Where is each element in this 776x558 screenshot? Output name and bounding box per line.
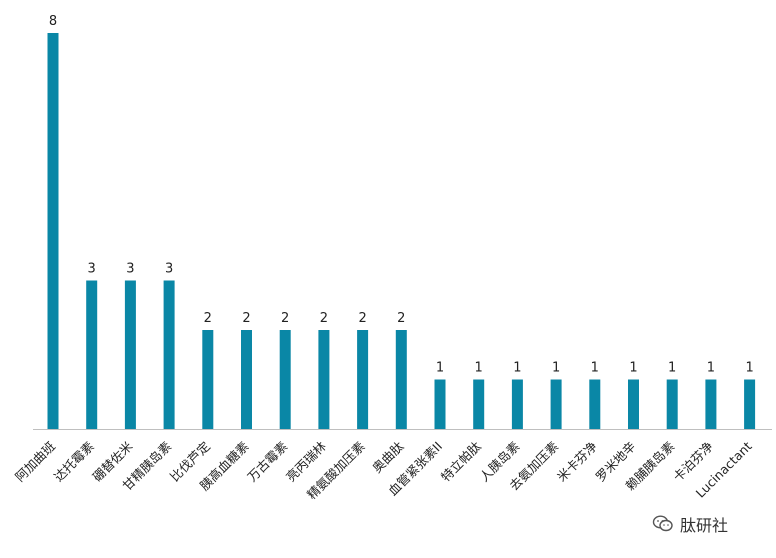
bar-value-label: 2 — [281, 311, 289, 326]
bar — [47, 33, 59, 429]
bar — [279, 330, 291, 429]
bar-value-label: 2 — [358, 311, 366, 326]
bar — [202, 330, 214, 429]
bar — [550, 379, 562, 429]
bar-value-label: 2 — [204, 311, 212, 326]
bar-value-label: 2 — [320, 311, 328, 326]
bar-value-label: 2 — [242, 311, 250, 326]
bar-value-label: 1 — [552, 361, 560, 376]
bar — [473, 379, 485, 429]
bar-value-label: 3 — [126, 262, 134, 277]
bar-value-label: 3 — [88, 262, 96, 277]
category-label: 特立帕肽 — [438, 438, 484, 484]
bar-value-label: 3 — [165, 262, 173, 277]
bar — [124, 280, 136, 429]
bar-value-label: 2 — [397, 311, 405, 326]
bar-value-label: 1 — [436, 361, 444, 376]
bar — [589, 379, 601, 429]
bars-group — [47, 33, 756, 429]
bar — [163, 280, 175, 429]
wechat-icon — [652, 515, 673, 532]
bar-value-label: 1 — [591, 361, 599, 376]
category-label: 万古霉素 — [244, 439, 290, 485]
bar — [357, 330, 369, 429]
bar-value-label: 8 — [49, 14, 57, 29]
bar-value-label: 1 — [745, 361, 753, 376]
value-labels-group: 8 3 3 3 2 2 2 2 2 2 1 1 1 1 1 1 1 1 1 — [49, 14, 754, 376]
bar-value-label: 1 — [629, 361, 637, 376]
bar — [628, 379, 639, 429]
bar-value-label: 1 — [513, 361, 521, 376]
bar — [241, 330, 252, 429]
bar — [511, 379, 523, 429]
category-label: 奥曲肽 — [369, 438, 406, 475]
bar — [744, 379, 756, 429]
category-label: 达托霉素 — [51, 439, 97, 485]
category-label: 阿加曲班 — [12, 439, 58, 485]
watermark: 肽研社 — [652, 512, 728, 536]
category-label: 米卡芬净 — [554, 439, 600, 485]
category-labels-group: 阿加曲班达托霉素硼替佐米甘精胰岛素比伐芦定胰高血糖素万古霉素亮丙瑞林精氨酸加压素… — [12, 438, 755, 502]
bar — [395, 330, 407, 429]
bar — [666, 379, 678, 429]
bar — [434, 379, 446, 429]
watermark-text: 肽研社 — [680, 516, 729, 535]
bar-value-label: 1 — [668, 361, 676, 376]
bar — [705, 379, 717, 429]
bar-value-label: 1 — [707, 361, 715, 376]
bar — [86, 280, 98, 429]
bar — [318, 330, 330, 429]
bar-value-label: 1 — [475, 361, 483, 376]
